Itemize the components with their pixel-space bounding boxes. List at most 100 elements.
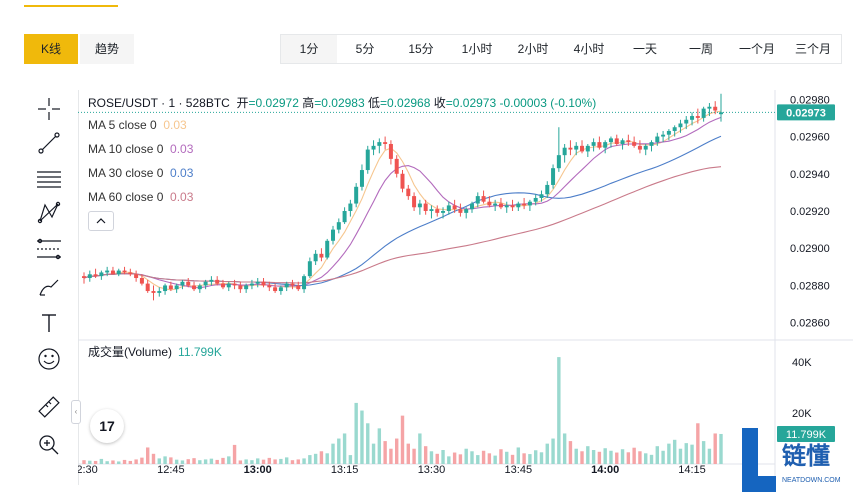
volume-bar	[215, 459, 219, 464]
interval-1m[interactable]: 1分	[281, 35, 337, 63]
volume-bar	[395, 438, 399, 464]
volume-bar	[638, 451, 642, 464]
candle	[678, 123, 683, 128]
volume-bar	[505, 451, 509, 464]
volume-bar	[244, 459, 248, 464]
last-price-tag	[777, 104, 835, 121]
candle	[695, 116, 700, 118]
volume-bar	[719, 433, 723, 464]
volume-bar	[435, 453, 439, 464]
ma30-line	[83, 135, 722, 287]
horizontal-lines-icon[interactable]	[36, 166, 62, 192]
volume-bar	[406, 443, 410, 464]
chart-area[interactable]: 0.02980 0.02960 0.02940 0.02920 0.02900 0.028…	[70, 90, 853, 485]
volume-bar	[615, 452, 619, 464]
candle	[487, 201, 492, 206]
candle	[122, 270, 127, 273]
candle	[672, 127, 677, 131]
volume-bar	[377, 428, 382, 464]
candle	[192, 285, 197, 290]
interval-1w[interactable]: 一周	[688, 42, 713, 56]
candle	[354, 186, 359, 204]
interval-2h[interactable]: 2小时	[517, 42, 549, 56]
volume-bar	[661, 450, 665, 464]
time-tick-label: 13:45	[505, 464, 533, 476]
candle	[87, 274, 92, 279]
trend-mode-button[interactable]: 趋势	[80, 34, 134, 64]
volume-bar	[644, 453, 648, 464]
candle	[568, 147, 573, 150]
interval-5m[interactable]: 5分	[355, 42, 375, 56]
interval-1mo[interactable]: 一个月	[738, 42, 775, 56]
ruler-icon[interactable]	[36, 394, 62, 420]
trendline-icon[interactable]	[36, 130, 62, 156]
candle	[238, 285, 243, 290]
volume-bar	[620, 449, 625, 464]
volume-bar	[632, 447, 636, 464]
candle	[580, 145, 585, 152]
volume-bar	[528, 454, 532, 464]
volume-bar	[389, 448, 393, 464]
candle	[348, 203, 353, 211]
volume-bar	[701, 441, 706, 464]
symbol-label: ROSE/USDT · 1 · 528BTC	[88, 96, 230, 110]
kline-mode-button[interactable]: K线	[24, 34, 78, 64]
candle	[435, 209, 440, 213]
candle	[701, 108, 706, 118]
candle	[296, 285, 301, 290]
candle	[441, 211, 446, 213]
interval-3mo[interactable]: 三个月	[794, 42, 831, 56]
candlestick-chart[interactable]: 0.02980 0.02960 0.02940 0.02920 0.02900 0.028…	[70, 90, 853, 485]
volume-header: 成交量(Volume) 11.799K	[88, 343, 222, 360]
volume-current-tag	[777, 425, 835, 442]
toolbar-collapse-handle[interactable]: ‹	[71, 400, 81, 424]
candle	[273, 287, 278, 292]
tradingview-logo[interactable]: 17	[90, 409, 124, 443]
legend-collapse-button[interactable]	[88, 211, 114, 231]
interval-4h[interactable]: 4小时	[573, 42, 605, 56]
volume-bar	[562, 433, 567, 464]
text-icon[interactable]	[36, 310, 62, 336]
last-price-label: 0.02973	[786, 107, 826, 119]
volume-bar	[180, 460, 185, 464]
candle	[620, 140, 625, 144]
candle	[145, 283, 150, 292]
volume-bar	[568, 441, 573, 464]
volume-bar	[441, 450, 445, 464]
volume-bar	[99, 458, 104, 464]
volume-bar	[516, 447, 521, 464]
zoom-in-icon[interactable]	[36, 432, 62, 458]
candle	[336, 222, 341, 230]
interval-1d[interactable]: 一天	[632, 42, 657, 56]
volume-bar	[649, 454, 654, 464]
candle	[99, 272, 104, 277]
interval-1h[interactable]: 1小时	[461, 42, 493, 56]
pattern-icon[interactable]	[36, 200, 62, 226]
crosshair-icon[interactable]	[36, 96, 62, 122]
candle	[574, 145, 579, 150]
open-value: =0.02972	[248, 96, 299, 110]
candle	[608, 138, 613, 143]
candle	[377, 142, 382, 146]
price-tick-label: 0.02860	[790, 318, 830, 330]
brush-icon[interactable]	[36, 274, 62, 300]
volume-bar	[499, 449, 503, 464]
candle	[603, 142, 608, 148]
volume-bar	[296, 459, 300, 464]
change-value: -0.00003 (-0.10%)	[499, 96, 597, 110]
candle	[719, 112, 723, 115]
candle	[325, 240, 330, 258]
chevron-up-icon	[96, 218, 106, 224]
interval-15m[interactable]: 15分	[408, 42, 434, 56]
volume-bar	[134, 459, 138, 464]
close-value: =0.02973	[445, 96, 497, 110]
volume-bar	[452, 452, 457, 464]
interval-selector: 1分 5分 15分 1小时 2小时 4小时 一天 一周 一个月 三个月	[280, 34, 842, 64]
time-tick-label: 13:00	[244, 464, 272, 476]
ma10-value: 0.03	[170, 142, 194, 156]
candle	[533, 197, 538, 202]
fib-icon[interactable]	[36, 236, 62, 262]
emoji-icon[interactable]	[36, 346, 62, 372]
candle	[255, 281, 260, 284]
candle	[267, 285, 272, 288]
